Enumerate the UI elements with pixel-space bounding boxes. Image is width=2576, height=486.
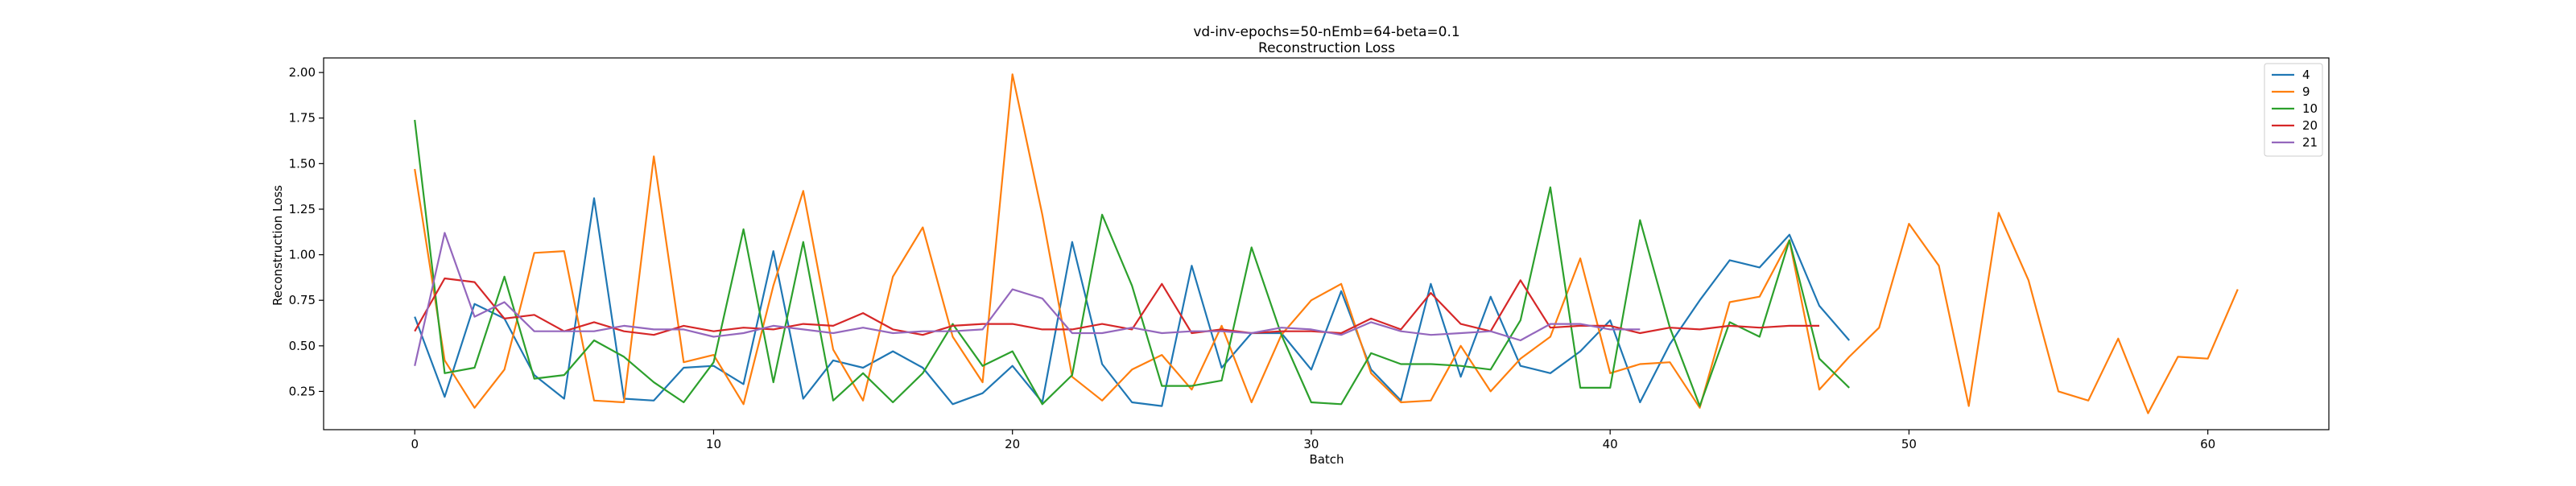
legend: 4 9 10 20 21 xyxy=(2264,63,2323,157)
x-tick-label: 60 xyxy=(2200,437,2215,451)
plot-frame xyxy=(323,57,2330,430)
chart-title: vd-inv-epochs=50-nEmb=64-beta=0.1 xyxy=(1193,24,1459,40)
legend-box xyxy=(2264,63,2323,157)
x-tick-label: 20 xyxy=(1005,437,1020,451)
x-tick-label: 50 xyxy=(1901,437,1917,451)
legend-label-10: 10 xyxy=(2302,101,2318,116)
legend-label-20: 20 xyxy=(2302,118,2318,133)
y-tick-label: 1.25 xyxy=(289,202,316,216)
x-tick-label: 10 xyxy=(706,437,721,451)
legend-label-21: 21 xyxy=(2302,135,2318,150)
series-line-9 xyxy=(414,73,2239,414)
y-axis-label: Reconstruction Loss xyxy=(270,185,285,306)
x-axis-label: Batch xyxy=(1309,452,1344,467)
y-tick-label: 0.75 xyxy=(289,293,316,307)
axes: 0 10 20 30 40 50 60 0.25 0.50 0.75 1.00 1.25 1.50 1.7… xyxy=(289,57,2330,451)
y-tick-label: 1.75 xyxy=(289,111,316,126)
legend-label-4: 4 xyxy=(2302,68,2310,82)
x-tick-label: 30 xyxy=(1303,437,1319,451)
y-tick-label: 1.00 xyxy=(289,248,316,262)
y-tick-label: 0.50 xyxy=(289,339,316,353)
chart-subtitle: Reconstruction Loss xyxy=(1258,40,1395,56)
series-line-20 xyxy=(414,277,1819,336)
x-tick-label: 0 xyxy=(411,437,419,451)
x-tick-label: 40 xyxy=(1603,437,1618,451)
series-line-4 xyxy=(414,197,1851,407)
y-tick-label: 0.25 xyxy=(289,384,316,398)
series-line-10 xyxy=(414,119,1850,407)
y-tick-label: 1.50 xyxy=(289,156,316,171)
plot-area xyxy=(414,73,2239,414)
y-tick-label: 2.00 xyxy=(289,65,316,80)
legend-label-9: 9 xyxy=(2302,84,2310,99)
series-line-21 xyxy=(414,232,1641,366)
